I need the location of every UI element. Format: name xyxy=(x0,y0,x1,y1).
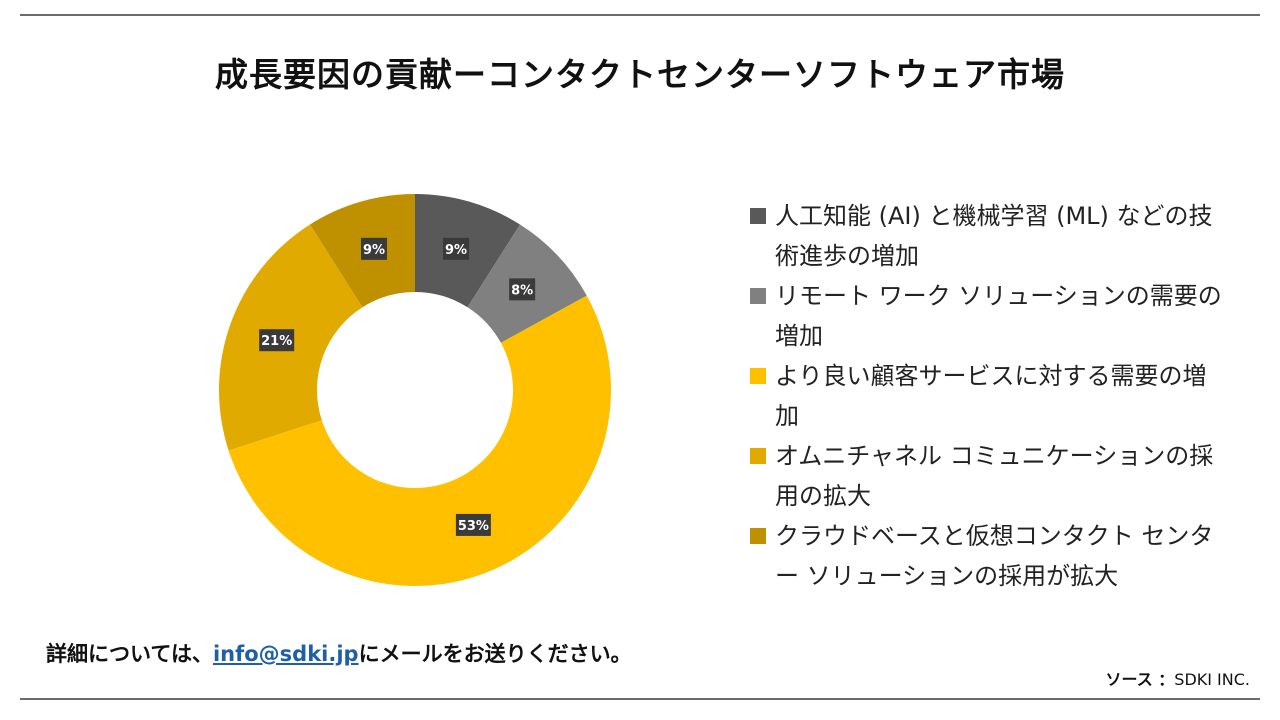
legend-label: 人工知能 (AI) と機械学習 (ML) などの技術進歩の増加 xyxy=(775,202,1213,270)
slice-value-label-5: 9% xyxy=(360,237,387,260)
contact-suffix: にメールをお送りください。 xyxy=(358,642,632,666)
source-note: ソース ：SDKI INC. xyxy=(1106,666,1251,690)
slice-label-box xyxy=(509,278,536,301)
slice-label-text: 53% xyxy=(458,519,489,534)
donut-slice-3 xyxy=(228,295,611,587)
legend-label: より良い顧客サービスに対する需要の増加 xyxy=(775,362,1207,430)
legend-swatch xyxy=(750,368,766,384)
page-title: 成長要因の貢献ーコンタクトセンターソフトウェア市場 xyxy=(215,55,1065,94)
bottom-rule xyxy=(20,698,1260,700)
legend-item-2: リモート ワーク ソリューションの需要の増加 xyxy=(750,276,1230,356)
top-rule xyxy=(20,14,1260,16)
legend-label: クラウドベースと仮想コンタクト センター ソリューションの採用が拡大 xyxy=(775,522,1214,590)
contact-prefix: 詳細については、 xyxy=(46,642,213,666)
legend-item-5: クラウドベースと仮想コンタクト センター ソリューションの採用が拡大 xyxy=(750,516,1230,596)
slice-value-label-2: 8% xyxy=(509,278,536,301)
legend-item-1: 人工知能 (AI) と機械学習 (ML) などの技術進歩の増加 xyxy=(750,196,1230,276)
legend-item-3: より良い顧客サービスに対する需要の増加 xyxy=(750,356,1230,436)
chart-legend: 人工知能 (AI) と機械学習 (ML) などの技術進歩の増加 リモート ワーク … xyxy=(750,196,1230,596)
slice-label-text: 8% xyxy=(511,283,533,298)
email-link[interactable]: info@sdki.jp xyxy=(212,642,359,666)
legend-swatch xyxy=(750,528,766,544)
legend-item-4: オムニチャネル コミュニケーションの採用の拡大 xyxy=(750,436,1230,516)
slice-label-box xyxy=(443,237,470,260)
slice-label-text: 21% xyxy=(261,334,292,349)
slice-value-label-3: 53% xyxy=(455,513,491,536)
slice-label-box xyxy=(360,237,387,260)
slice-label-text: 9% xyxy=(363,243,385,258)
slice-value-label-1: 9% xyxy=(443,237,470,260)
legend-label: リモート ワーク ソリューションの需要の増加 xyxy=(775,282,1222,350)
donut-chart: 9% 8% 53% 21% 9% xyxy=(219,194,611,587)
slice-label-text: 9% xyxy=(445,243,467,258)
legend-swatch xyxy=(750,288,766,304)
legend-label: オムニチャネル コミュニケーションの採用の拡大 xyxy=(775,442,1214,510)
source-value: SDKI INC. xyxy=(1174,670,1250,689)
slice-label-box xyxy=(259,329,295,352)
slice-value-label-4: 21% xyxy=(259,329,295,352)
legend-swatch xyxy=(750,448,766,464)
contact-line: 詳細については、info@sdki.jpにメールをお送りください。 xyxy=(46,638,632,668)
source-label: ソース ： xyxy=(1105,670,1175,689)
legend-swatch xyxy=(750,208,766,224)
slice-label-box xyxy=(455,513,491,536)
